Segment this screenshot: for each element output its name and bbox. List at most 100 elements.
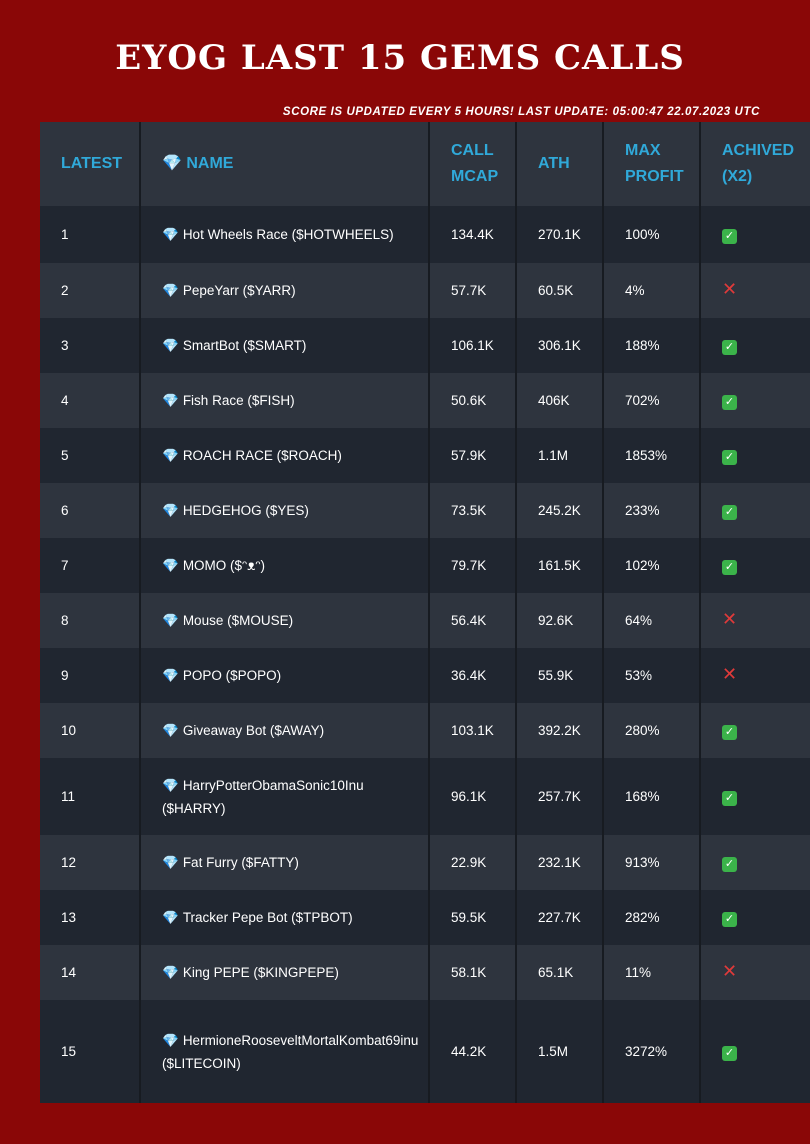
- cell-achived: ✓: [700, 835, 810, 890]
- cell-ath: 232.1K: [516, 835, 604, 890]
- cell-ath: 92.6K: [516, 593, 604, 648]
- cell-name: 💎 HarryPotterObamaSonic10Inu ($HARRY): [140, 758, 430, 835]
- cell-achived: ✓: [700, 373, 810, 428]
- cell-call-mcap: 96.1K: [429, 758, 517, 835]
- coin-name: Hot Wheels Race ($HOTWHEELS): [182, 227, 394, 242]
- cell-ath: 406K: [516, 373, 604, 428]
- gem-icon: 💎: [162, 338, 179, 353]
- header-latest: LATEST: [40, 122, 141, 206]
- cell-latest: 9: [40, 648, 141, 703]
- cell-ath: 60.5K: [516, 263, 604, 318]
- table-row: 13 💎 Tracker Pepe Bot ($TPBOT) 59.5K 227.7K 2…: [40, 890, 810, 945]
- cell-name: 💎 Mouse ($MOUSE): [140, 593, 430, 648]
- gem-icon: 💎: [162, 910, 179, 925]
- cell-max-profit: 102%: [603, 538, 701, 593]
- coin-name: King PEPE ($KINGPEPE): [182, 965, 339, 980]
- check-mark-icon: ✓: [722, 505, 737, 520]
- cell-latest: 1: [40, 206, 141, 263]
- cell-name: 💎 POPO ($POPO): [140, 648, 430, 703]
- cell-max-profit: 188%: [603, 318, 701, 373]
- cell-name: 💎 HEDGEHOG ($YES): [140, 483, 430, 538]
- cell-latest: 11: [40, 758, 141, 835]
- check-mark-icon: ✓: [722, 1046, 737, 1061]
- cell-ath: 55.9K: [516, 648, 604, 703]
- cell-ath: 245.2K: [516, 483, 604, 538]
- gems-table-container: LATEST 💎 NAME CALL MCAP ATH MAX PROFIT A…: [40, 122, 810, 1103]
- gem-icon: 💎: [162, 777, 179, 793]
- cell-max-profit: 100%: [603, 206, 701, 263]
- table-row: 11 💎 HarryPotterObamaSonic10Inu ($HARRY) 96…: [40, 758, 810, 835]
- cell-ath: 392.2K: [516, 703, 604, 758]
- cell-max-profit: 282%: [603, 890, 701, 945]
- cell-latest: 7: [40, 538, 141, 593]
- gems-table: LATEST 💎 NAME CALL MCAP ATH MAX PROFIT A…: [40, 122, 810, 1103]
- cell-call-mcap: 103.1K: [429, 703, 517, 758]
- table-header-row: LATEST 💎 NAME CALL MCAP ATH MAX PROFIT A…: [40, 122, 810, 206]
- table-row: 12 💎 Fat Furry ($FATTY) 22.9K 232.1K 913% ✓: [40, 835, 810, 890]
- cell-latest: 4: [40, 373, 141, 428]
- coin-name: Fat Furry ($FATTY): [182, 855, 299, 870]
- cell-name: 💎 ROACH RACE ($ROACH): [140, 428, 430, 483]
- cell-achived: ✕: [700, 945, 810, 1000]
- cell-max-profit: 11%: [603, 945, 701, 1000]
- table-row: 4 💎 Fish Race ($FISH) 50.6K 406K 702% ✓: [40, 373, 810, 428]
- cell-call-mcap: 57.9K: [429, 428, 517, 483]
- check-mark-icon: ✓: [722, 340, 737, 355]
- cell-max-profit: 53%: [603, 648, 701, 703]
- check-mark-icon: ✓: [722, 912, 737, 927]
- cell-call-mcap: 44.2K: [429, 1000, 517, 1103]
- cell-latest: 8: [40, 593, 141, 648]
- cell-name: 💎 PepeYarr ($YARR): [140, 263, 430, 318]
- coin-name: Mouse ($MOUSE): [182, 613, 294, 628]
- cell-latest: 10: [40, 703, 141, 758]
- cell-max-profit: 913%: [603, 835, 701, 890]
- table-row: 10 💎 Giveaway Bot ($AWAY) 103.1K 392.2K 280% ✓: [40, 703, 810, 758]
- cell-max-profit: 702%: [603, 373, 701, 428]
- page-title: EYOG LAST 15 GEMS CALLS: [115, 38, 685, 78]
- gem-icon: 💎: [162, 393, 179, 408]
- cell-ath: 1.1M: [516, 428, 604, 483]
- coin-name: ROACH RACE ($ROACH): [182, 448, 342, 463]
- cell-call-mcap: 22.9K: [429, 835, 517, 890]
- cell-max-profit: 64%: [603, 593, 701, 648]
- coin-name: HarryPotterObamaSonic10Inu ($HARRY): [162, 777, 364, 816]
- gem-icon: 💎: [162, 558, 179, 573]
- cell-name: 💎 Hot Wheels Race ($HOTWHEELS): [140, 206, 430, 263]
- cell-ath: 65.1K: [516, 945, 604, 1000]
- coin-name: HEDGEHOG ($YES): [182, 503, 309, 518]
- table-row: 5 💎 ROACH RACE ($ROACH) 57.9K 1.1M 1853% ✓: [40, 428, 810, 483]
- gem-icon: 💎: [162, 227, 179, 242]
- cell-name: 💎 Fat Furry ($FATTY): [140, 835, 430, 890]
- gem-icon: 💎: [162, 1032, 179, 1048]
- check-mark-icon: ✓: [722, 725, 737, 740]
- cell-call-mcap: 36.4K: [429, 648, 517, 703]
- cell-call-mcap: 56.4K: [429, 593, 517, 648]
- table-row: 7 💎 MOMO ($ᵔᴥᵔ) 79.7K 161.5K 102% ✓: [40, 538, 810, 593]
- cross-mark-icon: ✕: [722, 961, 738, 981]
- cell-call-mcap: 106.1K: [429, 318, 517, 373]
- table-row: 2 💎 PepeYarr ($YARR) 57.7K 60.5K 4% ✕: [40, 263, 810, 318]
- cell-achived: ✓: [700, 1000, 810, 1103]
- table-row: 1 💎 Hot Wheels Race ($HOTWHEELS) 134.4K 270.…: [40, 206, 810, 263]
- cell-achived: ✓: [700, 318, 810, 373]
- cell-ath: 306.1K: [516, 318, 604, 373]
- cell-achived: ✕: [700, 263, 810, 318]
- cell-ath: 1.5M: [516, 1000, 604, 1103]
- cell-call-mcap: 50.6K: [429, 373, 517, 428]
- gem-icon: 💎: [162, 668, 179, 683]
- header-ath: ATH: [516, 122, 604, 206]
- table-row: 6 💎 HEDGEHOG ($YES) 73.5K 245.2K 233% ✓: [40, 483, 810, 538]
- cell-achived: ✓: [700, 428, 810, 483]
- table-row: 14 💎 King PEPE ($KINGPEPE) 58.1K 65.1K 11% ✕: [40, 945, 810, 1000]
- cell-ath: 227.7K: [516, 890, 604, 945]
- coin-name: HermioneRooseveltMortalKombat69inu ($LIT…: [162, 1032, 419, 1071]
- cell-latest: 2: [40, 263, 141, 318]
- cell-call-mcap: 57.7K: [429, 263, 517, 318]
- header-achived: ACHIVED (x2): [700, 122, 810, 206]
- cell-max-profit: 3272%: [603, 1000, 701, 1103]
- header-max-profit: MAX PROFIT: [603, 122, 701, 206]
- header-name: 💎 NAME: [140, 122, 430, 206]
- gem-icon: 💎: [162, 723, 179, 738]
- check-mark-icon: ✓: [722, 395, 737, 410]
- cell-name: 💎 King PEPE ($KINGPEPE): [140, 945, 430, 1000]
